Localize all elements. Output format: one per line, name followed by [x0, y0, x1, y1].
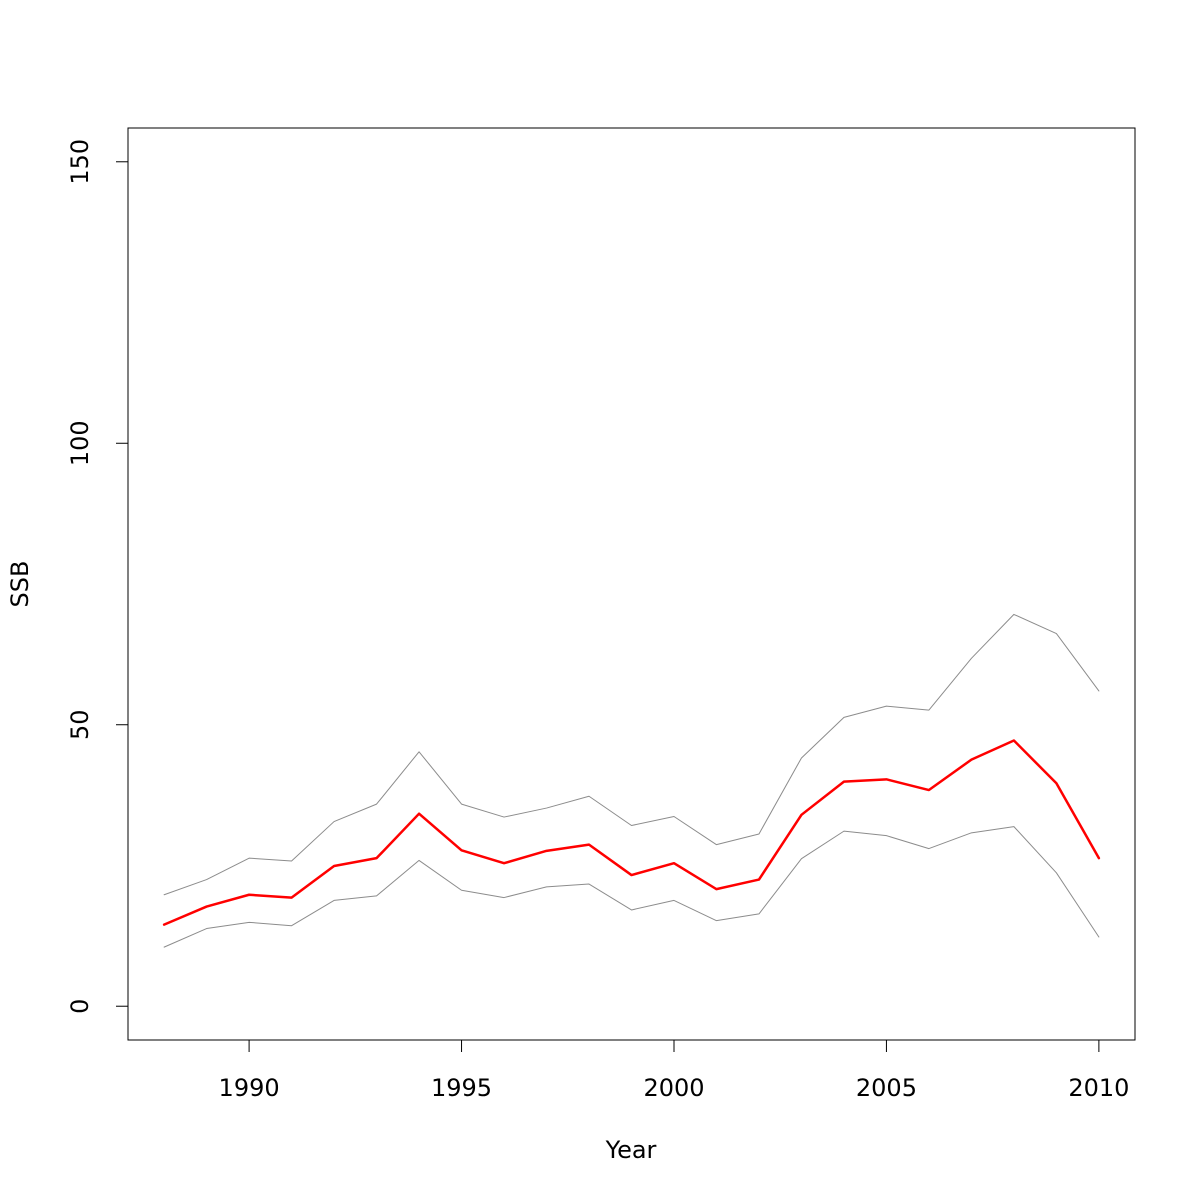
y-tick-label: 100 — [66, 420, 94, 466]
series-line-lower — [163, 826, 1100, 948]
y-axis: 0 50 100 150 — [66, 139, 129, 1014]
x-tick-label: 1995 — [431, 1074, 492, 1102]
x-tick-label: 2000 — [643, 1074, 704, 1102]
y-tick-label: 50 — [66, 709, 94, 740]
series-layer — [162, 613, 1101, 948]
y-axis-label: SSB — [6, 561, 34, 608]
x-tick-label: 2005 — [856, 1074, 917, 1102]
x-axis-label: Year — [605, 1136, 657, 1164]
plot-frame — [127, 127, 1136, 1041]
y-tick-label: 150 — [66, 139, 94, 185]
x-tick-label: 1990 — [219, 1074, 280, 1102]
series-line-central — [162, 739, 1101, 926]
y-tick-label: 0 — [66, 999, 94, 1014]
x-tick-label: 2010 — [1068, 1074, 1129, 1102]
series-line-upper — [163, 613, 1100, 896]
